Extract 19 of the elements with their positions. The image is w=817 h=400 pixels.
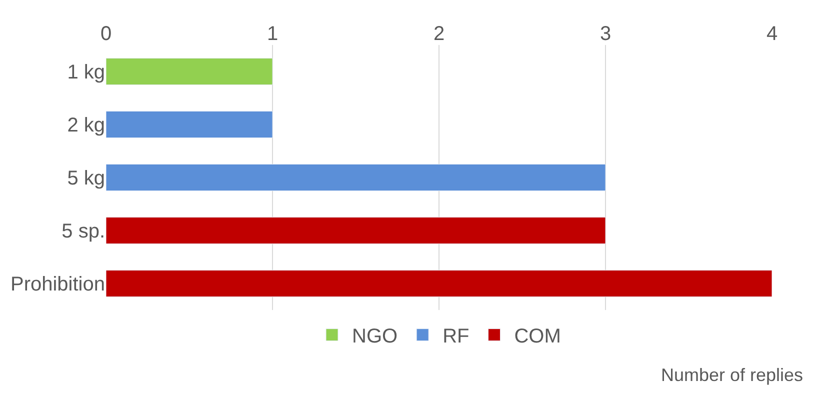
x-tick-label: 0 <box>100 23 112 45</box>
bar <box>106 58 273 85</box>
x-tick-label: 4 <box>766 23 778 45</box>
y-tick-label: 5 sp. <box>62 220 105 242</box>
legend-label: NGO <box>352 326 398 348</box>
x-tick-label: 3 <box>600 23 612 45</box>
x-tick-label: 1 <box>266 23 278 45</box>
y-tick-label: 1 kg <box>67 62 105 84</box>
x-axis-title: Number of replies <box>661 365 804 385</box>
legend-label: RF <box>442 326 470 348</box>
bar <box>106 217 606 244</box>
y-tick-label: 5 kg <box>67 168 105 190</box>
bar <box>106 111 273 138</box>
bar <box>106 270 772 297</box>
y-tick-label: 2 kg <box>67 114 105 136</box>
x-tick-label: 2 <box>433 23 445 45</box>
bar <box>106 164 606 191</box>
y-tick-label: Prohibition <box>10 274 105 296</box>
legend-label: COM <box>514 326 561 348</box>
